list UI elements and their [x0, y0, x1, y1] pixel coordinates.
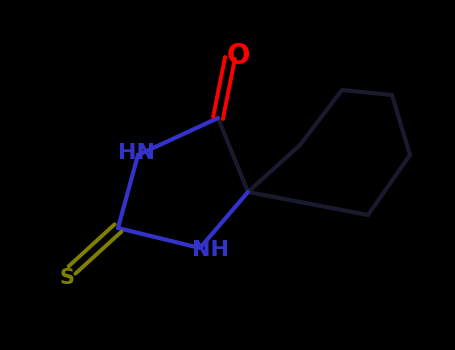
Text: HN: HN	[117, 143, 155, 163]
Text: O: O	[226, 42, 250, 70]
Text: S: S	[60, 268, 75, 288]
Text: NH: NH	[192, 240, 228, 260]
